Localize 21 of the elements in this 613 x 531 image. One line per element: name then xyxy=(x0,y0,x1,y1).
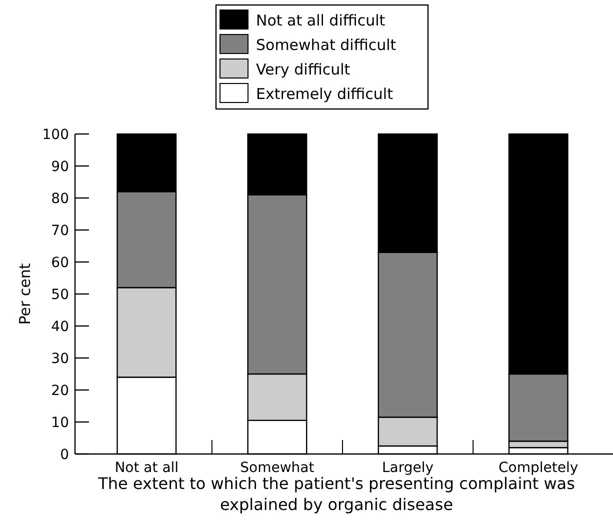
y-tick-label: 70 xyxy=(51,222,69,239)
legend-label: Extremely difficult xyxy=(256,84,394,103)
x-tick-label: Completely xyxy=(498,460,578,476)
x-tick-label: Largely xyxy=(382,460,434,476)
y-tick-label: 20 xyxy=(51,382,69,399)
legend-label: Not at all difficult xyxy=(256,11,386,30)
y-tick-label: 0 xyxy=(60,446,69,463)
y-tick-label: 10 xyxy=(51,414,69,431)
y-tick-label: 30 xyxy=(51,350,69,367)
y-tick-label: 60 xyxy=(51,254,69,271)
y-tick-label: 90 xyxy=(51,158,69,175)
legend-label: Somewhat difficult xyxy=(256,36,396,54)
y-axis-title: Per cent xyxy=(16,263,34,325)
x-tick-label: Somewhat xyxy=(240,460,315,476)
y-tick-label: 50 xyxy=(51,286,69,303)
y-tick-label: 40 xyxy=(51,318,69,335)
x-tick-label: Not at all xyxy=(114,460,179,476)
y-tick-label: 100 xyxy=(42,126,69,143)
x-axis-title: The extent to which the patient's presenting complaint was explained by organic disease xyxy=(97,474,575,515)
y-tick-label: 80 xyxy=(51,190,69,207)
legend-label: Very difficult xyxy=(256,60,350,78)
